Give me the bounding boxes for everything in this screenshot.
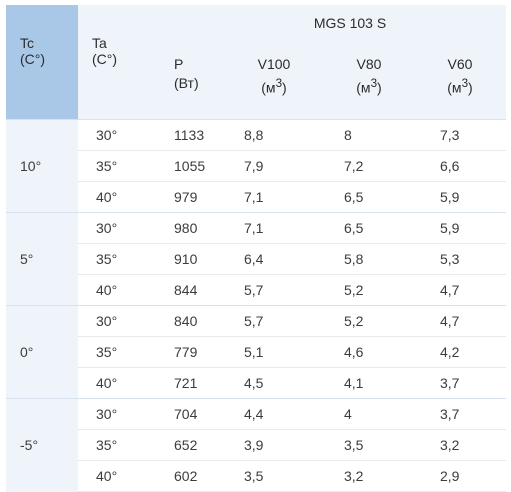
header-model: MGS 103 S — [154, 5, 506, 41]
v60-cell: 5,9 — [414, 181, 506, 213]
header-ta: Ta (C°) — [78, 5, 154, 120]
tc-cell: 5° — [6, 212, 78, 306]
tc-cell: 0° — [6, 305, 78, 399]
p-cell: 1055 — [154, 150, 224, 182]
ta-cell: 35° — [78, 336, 154, 368]
p-cell: 704 — [154, 398, 224, 430]
table-row: 35° 779 5,1 4,6 4,2 — [6, 336, 506, 368]
header-p-label: P — [174, 56, 184, 72]
header-v100: V100 (м3) — [224, 41, 324, 120]
header-tc-unit: (C°) — [20, 51, 46, 67]
v80-cell: 8 — [324, 119, 414, 151]
v100-cell: 5,7 — [224, 305, 324, 337]
v80-cell: 4,1 — [324, 367, 414, 399]
ta-cell: 30° — [78, 305, 154, 337]
p-cell: 721 — [154, 367, 224, 399]
table-row: 40° 602 3,5 3,2 2,9 — [6, 460, 506, 492]
table-row: -5° 30° 704 4,4 4 3,7 — [6, 398, 506, 492]
header-v60-unit: (м3) — [447, 77, 473, 96]
ta-cell: 30° — [78, 398, 154, 430]
ta-cell: 35° — [78, 150, 154, 182]
header-v80-unit: (м3) — [356, 77, 382, 96]
header-v60: V60 (м3) — [414, 41, 506, 120]
v80-cell: 3,2 — [324, 460, 414, 492]
v80-cell: 5,2 — [324, 305, 414, 337]
v100-cell: 3,5 — [224, 460, 324, 492]
spec-table-container: Tc (C°) Ta (C°) MGS 103 S P (Вт) V100 (м… — [6, 5, 506, 492]
v60-cell: 3,7 — [414, 398, 506, 430]
p-cell: 910 — [154, 243, 224, 275]
table-body: 10° 30° 1133 8,8 8 7,3 35° 1055 7,9 7,2 … — [6, 119, 506, 492]
header-v80-label: V80 — [356, 56, 382, 72]
ta-cell: 40° — [78, 460, 154, 492]
v80-cell: 4,6 — [324, 336, 414, 368]
v100-cell: 7,1 — [224, 212, 324, 244]
ta-cell: 30° — [78, 119, 154, 151]
header-ta-unit: (C°) — [92, 51, 118, 67]
table-row: 40° 844 5,7 5,2 4,7 — [6, 274, 506, 306]
v80-cell: 5,8 — [324, 243, 414, 275]
table-row: 35° 1055 7,9 7,2 6,6 — [6, 150, 506, 182]
p-cell: 779 — [154, 336, 224, 368]
v80-cell: 4 — [324, 398, 414, 430]
ta-cell: 30° — [78, 212, 154, 244]
v60-cell: 4,2 — [414, 336, 506, 368]
header-p: P (Вт) — [154, 41, 224, 120]
header-v100-label: V100 — [257, 56, 291, 72]
ta-cell: 40° — [78, 367, 154, 399]
ta-cell: 35° — [78, 243, 154, 275]
v80-cell: 6,5 — [324, 212, 414, 244]
v100-cell: 6,4 — [224, 243, 324, 275]
v100-cell: 8,8 — [224, 119, 324, 151]
v80-cell: 6,5 — [324, 181, 414, 213]
header-p-unit: (Вт) — [174, 75, 199, 91]
v100-cell: 5,7 — [224, 274, 324, 306]
v100-cell: 4,4 — [224, 398, 324, 430]
v100-cell: 7,9 — [224, 150, 324, 182]
header-tc: Tc (C°) — [6, 5, 78, 120]
v60-cell: 7,3 — [414, 119, 506, 151]
v60-cell: 3,2 — [414, 429, 506, 461]
table-row: 40° 721 4,5 4,1 3,7 — [6, 367, 506, 399]
header-ta-label: Ta — [92, 35, 107, 51]
v60-cell: 4,7 — [414, 274, 506, 306]
v80-cell: 7,2 — [324, 150, 414, 182]
table-row: 0° 30° 840 5,7 5,2 4,7 — [6, 305, 506, 399]
table-row: 10° 30° 1133 8,8 8 7,3 — [6, 119, 506, 213]
table-row: 5° 30° 980 7,1 6,5 5,9 — [6, 212, 506, 306]
ta-cell: 40° — [78, 274, 154, 306]
v100-cell: 4,5 — [224, 367, 324, 399]
header-v80: V80 (м3) — [324, 41, 414, 120]
p-cell: 840 — [154, 305, 224, 337]
p-cell: 652 — [154, 429, 224, 461]
p-cell: 979 — [154, 181, 224, 213]
v60-cell: 5,3 — [414, 243, 506, 275]
performance-table: Tc (C°) Ta (C°) MGS 103 S P (Вт) V100 (м… — [6, 5, 506, 492]
ta-cell: 35° — [78, 429, 154, 461]
v60-cell: 4,7 — [414, 305, 506, 337]
header-v60-label: V60 — [447, 56, 473, 72]
v60-cell: 2,9 — [414, 460, 506, 492]
p-cell: 1133 — [154, 119, 224, 151]
tc-cell: 10° — [6, 119, 78, 213]
v100-cell: 5,1 — [224, 336, 324, 368]
header-v100-unit: (м3) — [261, 77, 287, 96]
header-tc-label: Tc — [20, 35, 34, 51]
v80-cell: 3,5 — [324, 429, 414, 461]
v60-cell: 6,6 — [414, 150, 506, 182]
table-header: Tc (C°) Ta (C°) MGS 103 S P (Вт) V100 (м… — [6, 5, 506, 120]
ta-cell: 40° — [78, 181, 154, 213]
v60-cell: 3,7 — [414, 367, 506, 399]
table-row: 35° 910 6,4 5,8 5,3 — [6, 243, 506, 275]
table-row: 40° 979 7,1 6,5 5,9 — [6, 181, 506, 213]
v80-cell: 5,2 — [324, 274, 414, 306]
table-row: 35° 652 3,9 3,5 3,2 — [6, 429, 506, 461]
v100-cell: 7,1 — [224, 181, 324, 213]
p-cell: 980 — [154, 212, 224, 244]
p-cell: 602 — [154, 460, 224, 492]
p-cell: 844 — [154, 274, 224, 306]
v100-cell: 3,9 — [224, 429, 324, 461]
v60-cell: 5,9 — [414, 212, 506, 244]
tc-cell: -5° — [6, 398, 78, 492]
